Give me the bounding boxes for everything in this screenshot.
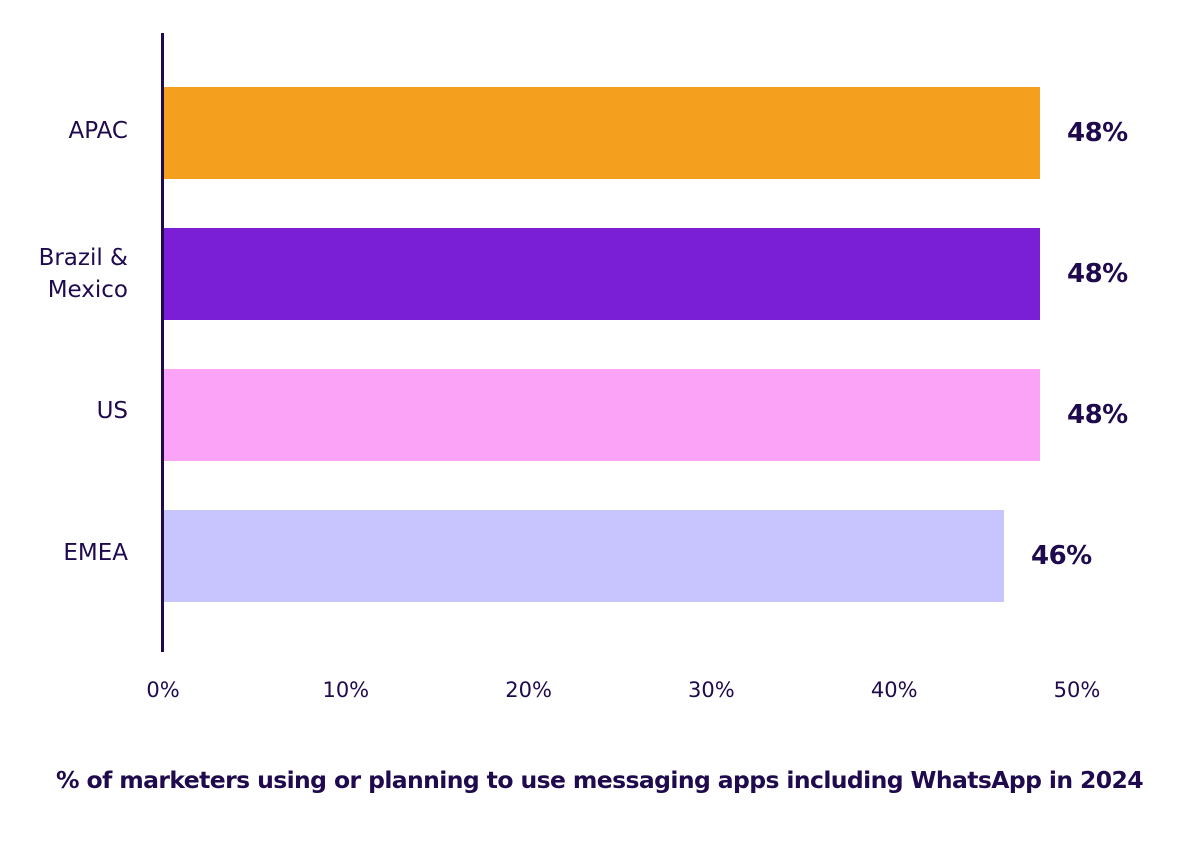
- value-label-emea: 46%: [1031, 541, 1092, 571]
- bar-us: [164, 369, 1040, 461]
- category-label-line: Brazil &: [38, 245, 128, 271]
- value-label-us: 48%: [1067, 400, 1128, 430]
- x-tick-label: 40%: [870, 678, 918, 702]
- value-label-brazil-mexico: 48%: [1067, 259, 1128, 289]
- bar-brazil-mexico: [164, 228, 1040, 320]
- chart-caption: % of marketers using or planning to use …: [56, 766, 1144, 794]
- category-label-emea: EMEA: [63, 540, 128, 566]
- category-label-brazil-mexico: Brazil & Mexico: [0, 242, 128, 306]
- category-label-us: US: [96, 398, 128, 424]
- bar-emea: [164, 510, 1004, 602]
- x-tick-label: 50%: [1053, 678, 1101, 702]
- x-tick-label: 0%: [146, 678, 180, 702]
- category-label-apac: APAC: [68, 118, 128, 144]
- bar-apac: [164, 87, 1040, 179]
- y-axis-line: [161, 33, 164, 652]
- x-tick-label: 10%: [322, 678, 370, 702]
- value-label-apac: 48%: [1067, 118, 1128, 148]
- category-label-line: Mexico: [47, 277, 128, 303]
- x-tick-label: 20%: [505, 678, 552, 702]
- x-tick-label: 30%: [688, 678, 735, 702]
